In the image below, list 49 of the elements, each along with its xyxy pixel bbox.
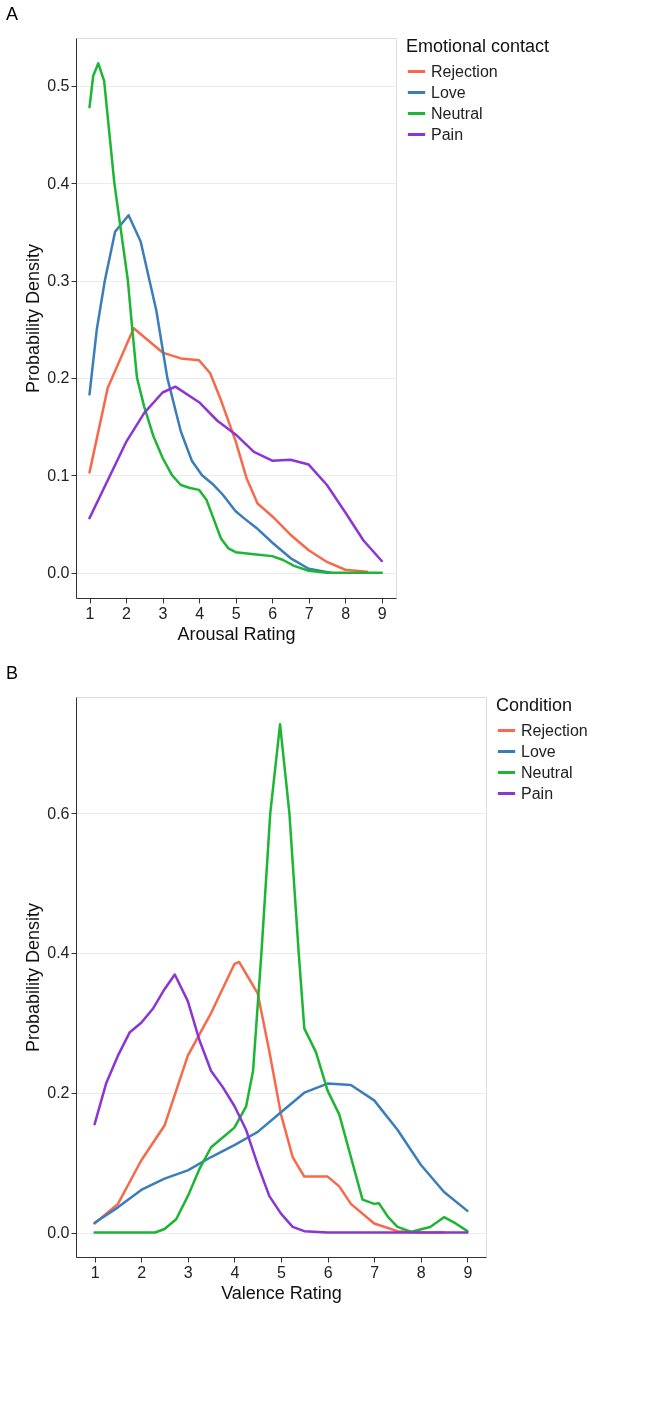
x-tick-label: 1	[90, 1263, 100, 1281]
x-tick-label: 8	[341, 604, 351, 622]
y-axis-title: Probability Density	[23, 902, 44, 1053]
legend-label: Love	[521, 742, 556, 760]
x-tick-label: 1	[85, 604, 95, 622]
legend-title: Condition	[496, 695, 573, 715]
x-tick-label: 2	[137, 1263, 147, 1281]
legend-label: Rejection	[431, 62, 498, 80]
x-tick-label: 7	[304, 604, 314, 622]
y-tick-label: 0.5	[47, 77, 70, 95]
line-series	[88, 62, 383, 574]
y-tick-label: 0.0	[47, 564, 70, 582]
x-tick-label: 6	[268, 604, 278, 622]
y-tick-label: 0.0	[47, 1224, 70, 1242]
y-axis-title: Probability Density	[23, 243, 44, 394]
x-tick-label: 3	[183, 1263, 193, 1281]
line-series	[88, 326, 369, 573]
x-tick-label: 5	[277, 1263, 287, 1281]
legend-title: Emotional contact	[406, 36, 550, 56]
x-tick-label: 4	[230, 1263, 240, 1281]
legend-label: Love	[431, 83, 466, 101]
y-tick-label: 0.2	[47, 1084, 70, 1102]
line-series	[93, 1082, 469, 1224]
legend-label: Pain	[521, 784, 554, 802]
x-tick-label: 5	[231, 604, 241, 622]
y-tick-label: 0.3	[47, 272, 70, 289]
line-series	[88, 385, 383, 563]
y-tick-label: 0.4	[47, 174, 70, 192]
chart-title: B	[6, 663, 19, 683]
x-tick-label: 9	[463, 1263, 473, 1281]
legend-label: Rejection	[521, 721, 588, 739]
y-tick-label: 0.1	[47, 466, 70, 484]
legend-label: Neutral	[431, 104, 483, 122]
legend-label: Neutral	[521, 763, 573, 781]
x-tick-label: 9	[377, 604, 387, 622]
x-axis-title: Arousal Rating	[177, 623, 296, 644]
chart-title: A	[6, 4, 19, 24]
y-tick-label: 0.6	[47, 804, 70, 822]
x-tick-label: 3	[158, 604, 168, 622]
x-tick-label: 2	[122, 604, 132, 622]
y-tick-label: 0.4	[47, 944, 70, 962]
legend-label: Pain	[431, 125, 464, 143]
line-series	[93, 723, 469, 1234]
x-tick-label: 4	[195, 604, 205, 622]
y-tick-label: 0.2	[47, 369, 70, 387]
x-tick-label: 8	[416, 1263, 426, 1281]
x-axis-title: Valence Rating	[221, 1282, 342, 1303]
x-tick-label: 7	[370, 1263, 380, 1281]
x-tick-label: 6	[323, 1263, 333, 1281]
